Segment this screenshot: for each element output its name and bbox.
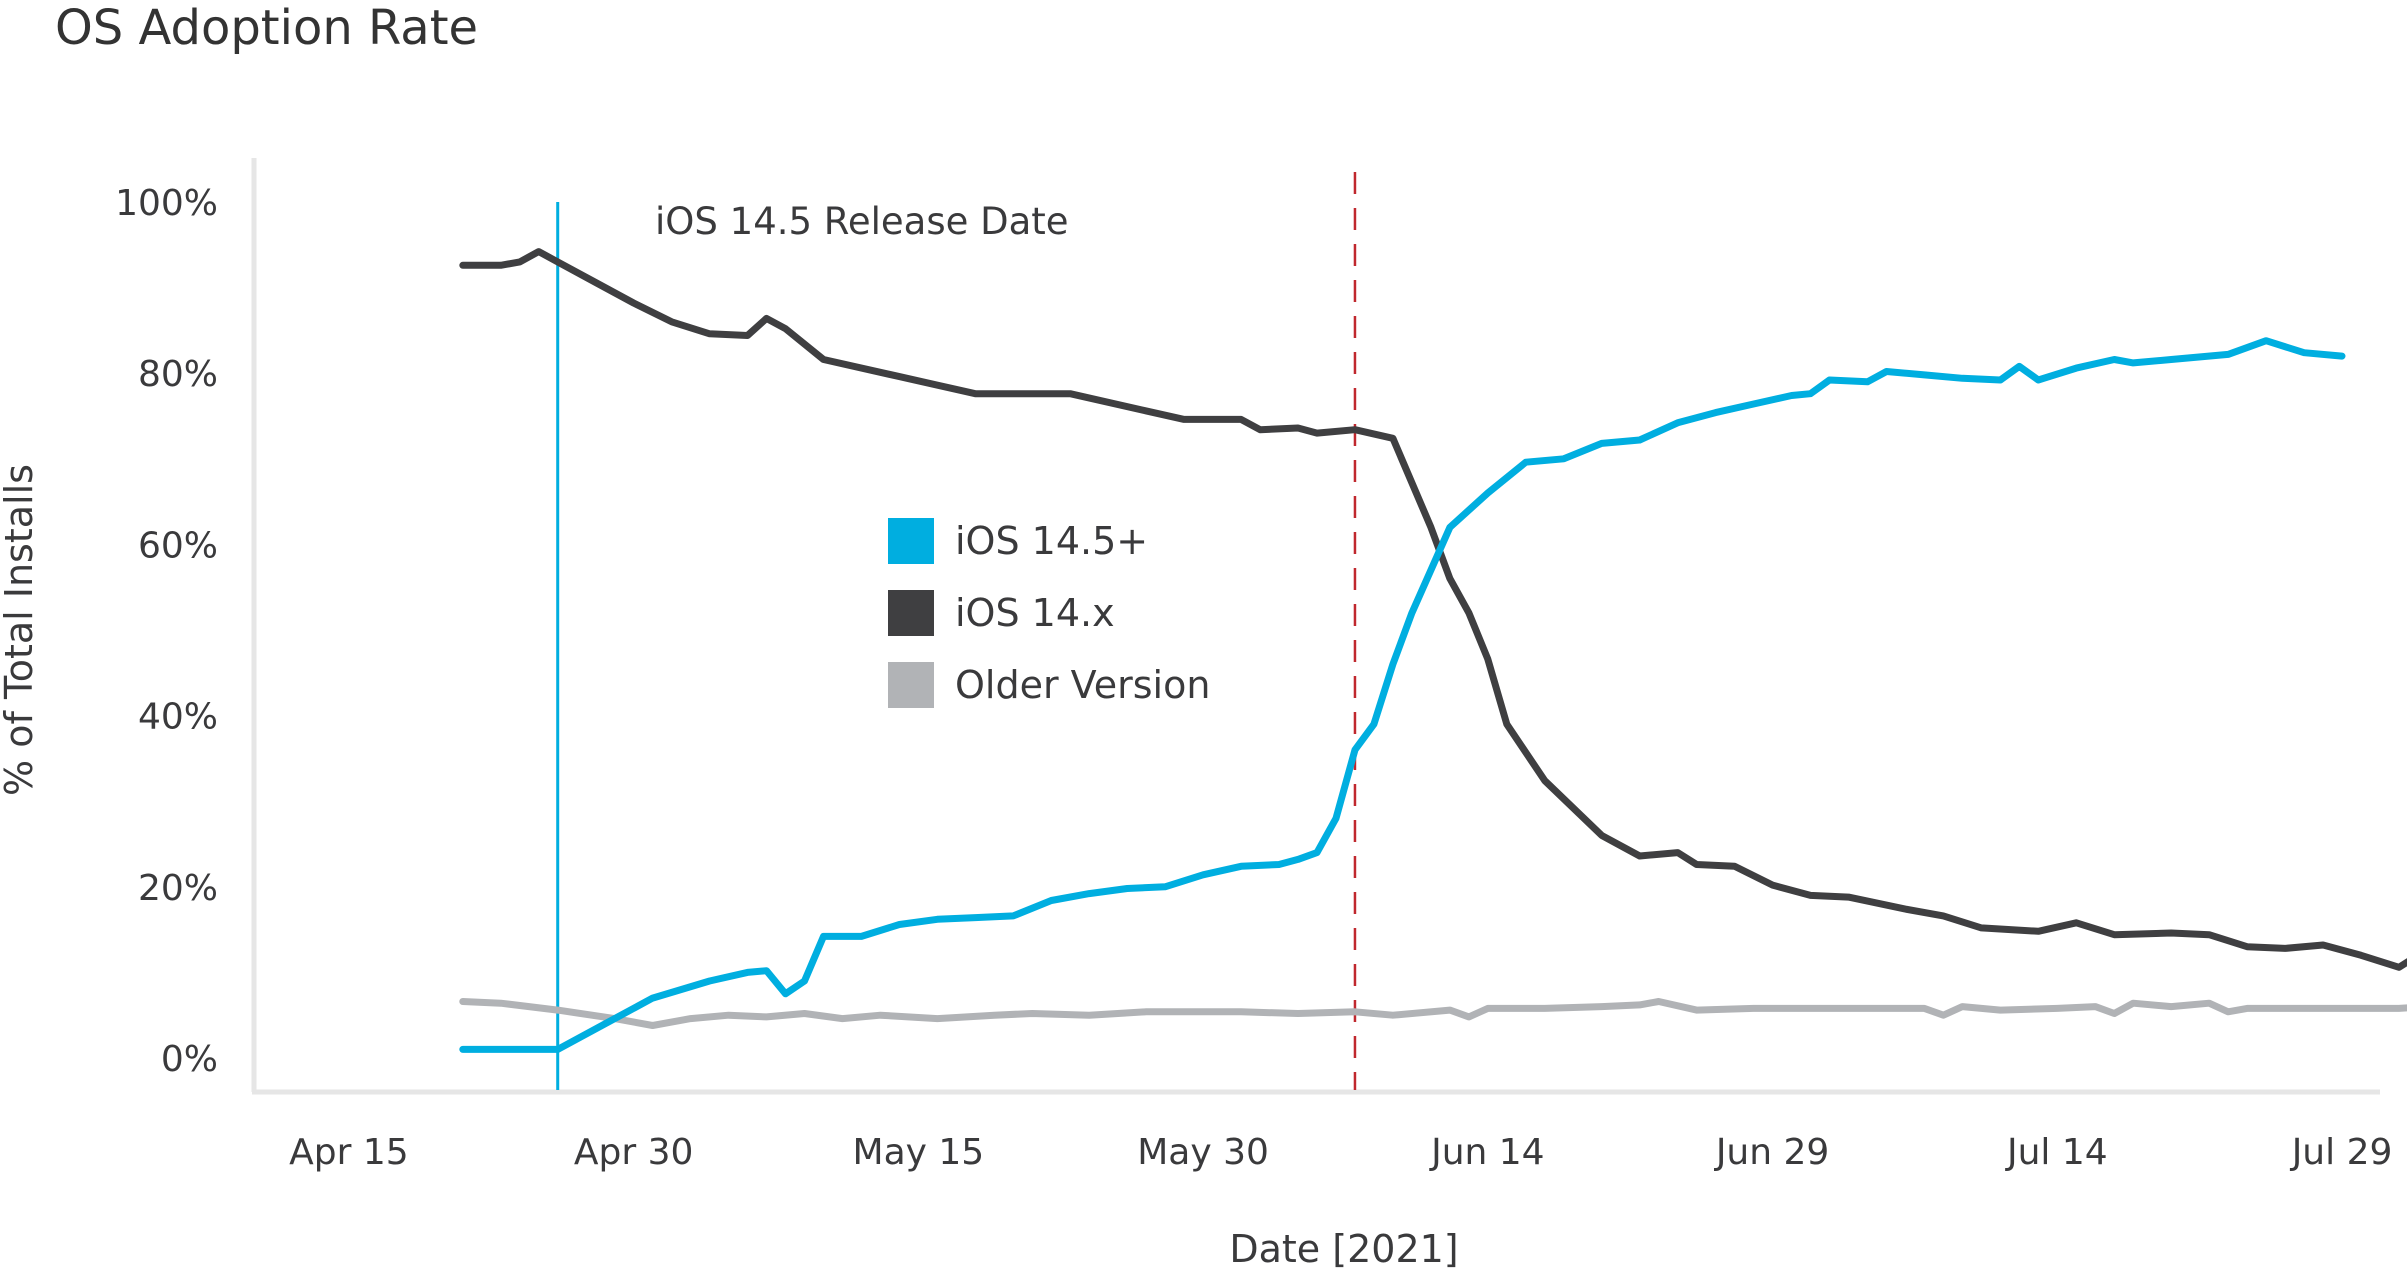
x-tick-label: Jun 14 bbox=[1429, 1132, 1545, 1173]
y-tick-label: 20% bbox=[138, 868, 218, 909]
x-tick-label: May 15 bbox=[853, 1132, 985, 1173]
legend-label: iOS 14.5+ bbox=[955, 519, 1148, 563]
x-axis-title: Date [2021] bbox=[1229, 1227, 1458, 1271]
y-tick-label: 60% bbox=[138, 525, 218, 566]
legend-swatch bbox=[888, 518, 934, 564]
y-tick-label: 100% bbox=[115, 183, 218, 224]
series-line-older-version bbox=[459, 998, 2407, 1029]
release-date-annotation: iOS 14.5 Release Date bbox=[655, 200, 1069, 243]
x-tick-label: Jun 29 bbox=[1714, 1132, 1830, 1173]
x-tick-label: Jul 29 bbox=[2290, 1132, 2393, 1173]
x-tick-label: Apr 30 bbox=[574, 1132, 694, 1173]
axes bbox=[251, 158, 2380, 1095]
annotations: iOS 14.5 Release Date bbox=[556, 172, 1357, 1090]
legend-swatch bbox=[888, 662, 934, 708]
y-tick-labels: 0% 20% 40% 60% 80% 100% bbox=[115, 183, 218, 1080]
legend: iOS 14.5+ iOS 14.x Older Version bbox=[888, 518, 1210, 708]
legend-label: iOS 14.x bbox=[955, 591, 1115, 635]
legend-swatch bbox=[888, 590, 934, 636]
x-tick-label: May 30 bbox=[1137, 1132, 1269, 1173]
series-line-ios-14-5 bbox=[459, 337, 2346, 1053]
x-tick-label: Jul 14 bbox=[2005, 1132, 2108, 1173]
chart-title: OS Adoption Rate bbox=[55, 0, 479, 56]
series-lines bbox=[459, 248, 2407, 1053]
y-axis-title: % of Total Installs bbox=[0, 464, 41, 796]
y-tick-label: 0% bbox=[161, 1039, 218, 1080]
y-tick-label: 40% bbox=[138, 697, 218, 738]
x-tick-label: Apr 15 bbox=[289, 1132, 409, 1173]
legend-label: Older Version bbox=[955, 663, 1210, 707]
x-tick-labels: Apr 15 Apr 30 May 15 May 30 Jun 14 Jun 29 Jul … bbox=[289, 1132, 2392, 1173]
series-line-ios-14-x bbox=[459, 248, 2407, 971]
y-tick-label: 80% bbox=[138, 354, 218, 395]
